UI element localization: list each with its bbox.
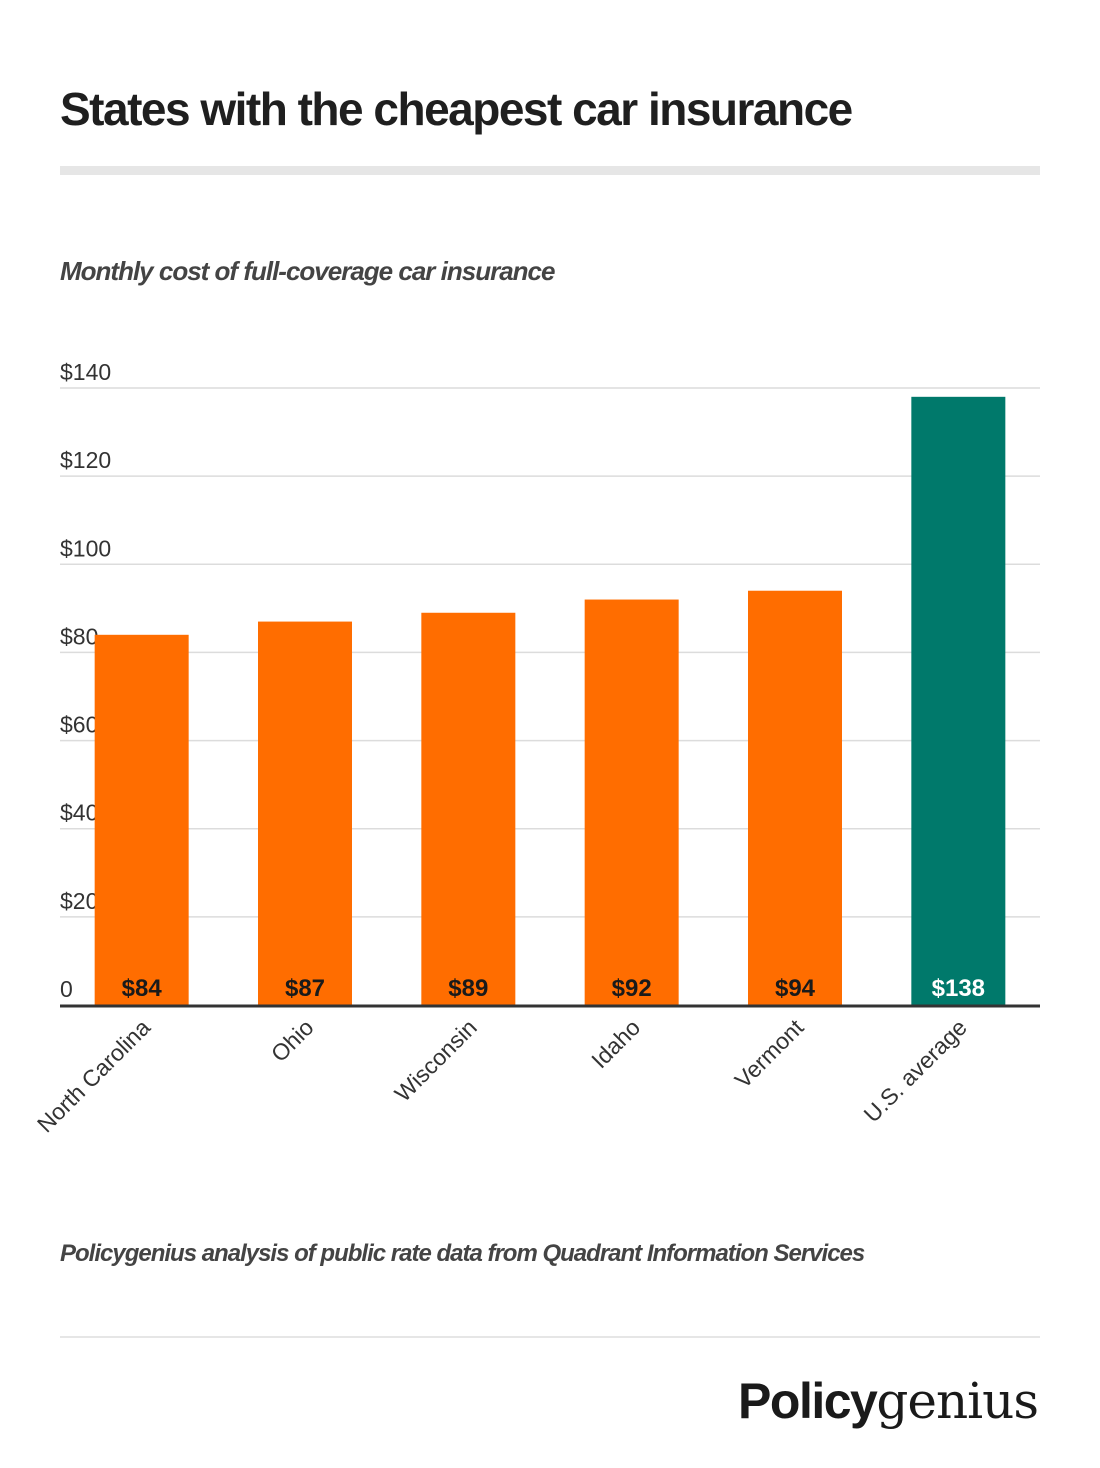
y-tick-label: $100 — [60, 535, 111, 561]
bar — [258, 621, 352, 1005]
chart-subtitle: Monthly cost of full-coverage car insura… — [60, 256, 555, 286]
bar — [584, 599, 679, 1005]
bar — [94, 634, 189, 1005]
x-tick-label: U.S. average — [859, 1014, 972, 1127]
data-labels: $84 $87 $89 $92 $94 $138 — [122, 975, 985, 1002]
x-tick-label: Idaho — [586, 1014, 645, 1073]
data-label: $94 — [775, 975, 816, 1002]
data-label: $87 — [285, 975, 325, 1002]
data-label: $92 — [612, 975, 652, 1002]
y-tick-label: $140 — [60, 359, 111, 385]
bar-chart: 0 $20 $40 $60 $80 $100 $120 $140 $84 $87 $89 $92 $9… — [32, 359, 1040, 1138]
y-tick-label: 0 — [60, 976, 73, 1002]
y-tick-label: $60 — [60, 712, 98, 738]
y-tick-label: $120 — [60, 447, 111, 473]
x-tick-label: North Carolina — [32, 1014, 155, 1137]
bar — [421, 612, 516, 1005]
x-tick-label: Wisconsin — [389, 1014, 481, 1106]
data-label: $138 — [932, 975, 985, 1002]
x-axis-tick-labels: North Carolina Ohio Wisconsin Idaho Vermont U… — [32, 1014, 972, 1138]
footer-divider — [60, 1336, 1040, 1338]
y-tick-label: $20 — [60, 888, 98, 914]
x-tick-label: Vermont — [730, 1014, 809, 1093]
data-label: $84 — [122, 975, 163, 1002]
bar — [911, 396, 1006, 1005]
y-tick-label: $40 — [60, 800, 98, 826]
bar — [748, 590, 842, 1005]
gridlines — [60, 387, 1040, 918]
title-divider — [60, 166, 1040, 175]
x-tick-label: Ohio — [266, 1014, 319, 1067]
data-label: $89 — [448, 975, 488, 1002]
y-tick-label: $80 — [60, 623, 98, 649]
source-note: Policygenius analysis of public rate dat… — [60, 1240, 865, 1267]
logo-wordmark-policy: Policy — [738, 1373, 878, 1429]
bars — [94, 396, 1006, 1005]
chart-title: States with the cheapest car insurance — [60, 83, 853, 135]
logo-wordmark-genius: genius — [876, 1372, 1039, 1430]
policygenius-logo: Policygenius — [738, 1372, 1039, 1430]
y-axis-tick-labels: 0 $20 $40 $60 $80 $100 $120 $140 — [60, 359, 111, 1002]
